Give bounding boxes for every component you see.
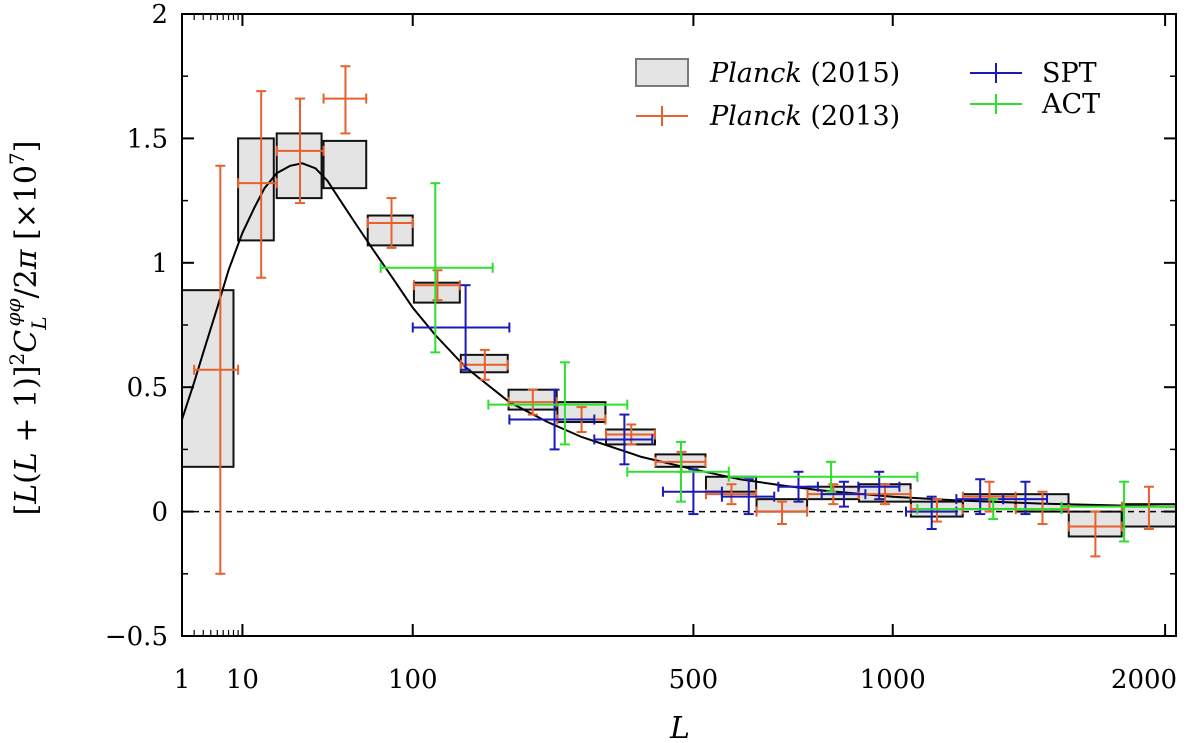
x-tick-label-5: 2000 <box>1111 665 1177 695</box>
planck-2015-bandpowers <box>181 132 1177 538</box>
y-tick-label-0: −0.5 <box>105 622 168 652</box>
planck-2013-point-0 <box>193 164 240 575</box>
legend-label-act: ACT <box>1041 89 1100 120</box>
y-tick-label-2: 0.5 <box>127 373 168 403</box>
planck-2015-box-0 <box>181 289 235 468</box>
planck-2013-point-3 <box>322 65 368 135</box>
planck-2013-point-4 <box>366 197 414 249</box>
spt-point-4 <box>720 478 776 516</box>
legend-swatch-spt <box>970 63 1022 83</box>
legend-swatch-planck-2015 <box>635 58 689 87</box>
x-tick-label-1: 10 <box>226 665 259 695</box>
act-point-0 <box>379 182 494 354</box>
spt-point-6 <box>820 480 867 508</box>
spt-point-10 <box>1002 480 1049 516</box>
x-tick-label-0: 1 <box>174 665 191 695</box>
act-point-3 <box>727 460 919 493</box>
spt-point-7 <box>857 470 901 501</box>
planck-2013-point-1 <box>237 90 278 279</box>
act-points <box>379 182 1177 543</box>
act-point-2 <box>626 440 730 503</box>
plot-border <box>181 13 1177 637</box>
legend-label-planck-2015: Planck (2015) <box>709 58 900 89</box>
theory-curve-group <box>181 162 1176 508</box>
y-axis-label: [L(L + 1)]2CLφφ/2π [×107] <box>1 141 51 516</box>
spt-points <box>411 284 1049 531</box>
planck-2013-point-12 <box>755 500 809 526</box>
spt-point-0 <box>411 284 511 371</box>
spt-point-8 <box>905 495 958 531</box>
planck-2013-point-2 <box>275 97 325 205</box>
legend-swatch-planck-2013 <box>636 106 688 126</box>
x-tick-label-4: 1000 <box>860 665 926 695</box>
plot-frame <box>181 13 1177 637</box>
theory-curve <box>181 162 1176 508</box>
legend-swatch-act <box>970 94 1022 114</box>
x-axis-label: L <box>669 711 690 743</box>
spt-point-2 <box>593 413 654 466</box>
legend: Planck (2015) Planck (2013) SPT ACT <box>635 58 1100 132</box>
spt-point-3 <box>661 468 723 516</box>
planck-2015-box-1 <box>237 137 275 242</box>
axis-ticks: −0.5 0 0.5 1 1.5 2 1 10 100 500 1000 2000 <box>105 0 1177 695</box>
planck-2015-box-4 <box>366 214 414 247</box>
planck-2013-point-9 <box>605 423 656 446</box>
x-tick-label-2: 100 <box>388 665 438 695</box>
legend-label-planck-2013: Planck (2013) <box>709 101 900 132</box>
spt-point-1 <box>508 388 596 451</box>
svg-text:[L(L + 1)]2CLφφ/2π [×107]: [L(L + 1)]2CLφφ/2π [×107] <box>1 141 51 516</box>
planck-2015-box-3 <box>322 139 368 190</box>
planck-2013-point-18 <box>1067 510 1123 558</box>
legend-label-spt: SPT <box>1042 58 1097 89</box>
y-tick-label-5: 2 <box>151 0 168 30</box>
y-tick-label-1: 0 <box>151 498 168 528</box>
y-tick-label-3: 1 <box>151 249 168 279</box>
act-point-1 <box>487 361 629 446</box>
planck-2013-point-6 <box>459 348 509 381</box>
y-tick-label-4: 1.5 <box>127 124 168 154</box>
planck-2013-point-5 <box>412 269 461 302</box>
x-tick-label-3: 500 <box>669 665 719 695</box>
